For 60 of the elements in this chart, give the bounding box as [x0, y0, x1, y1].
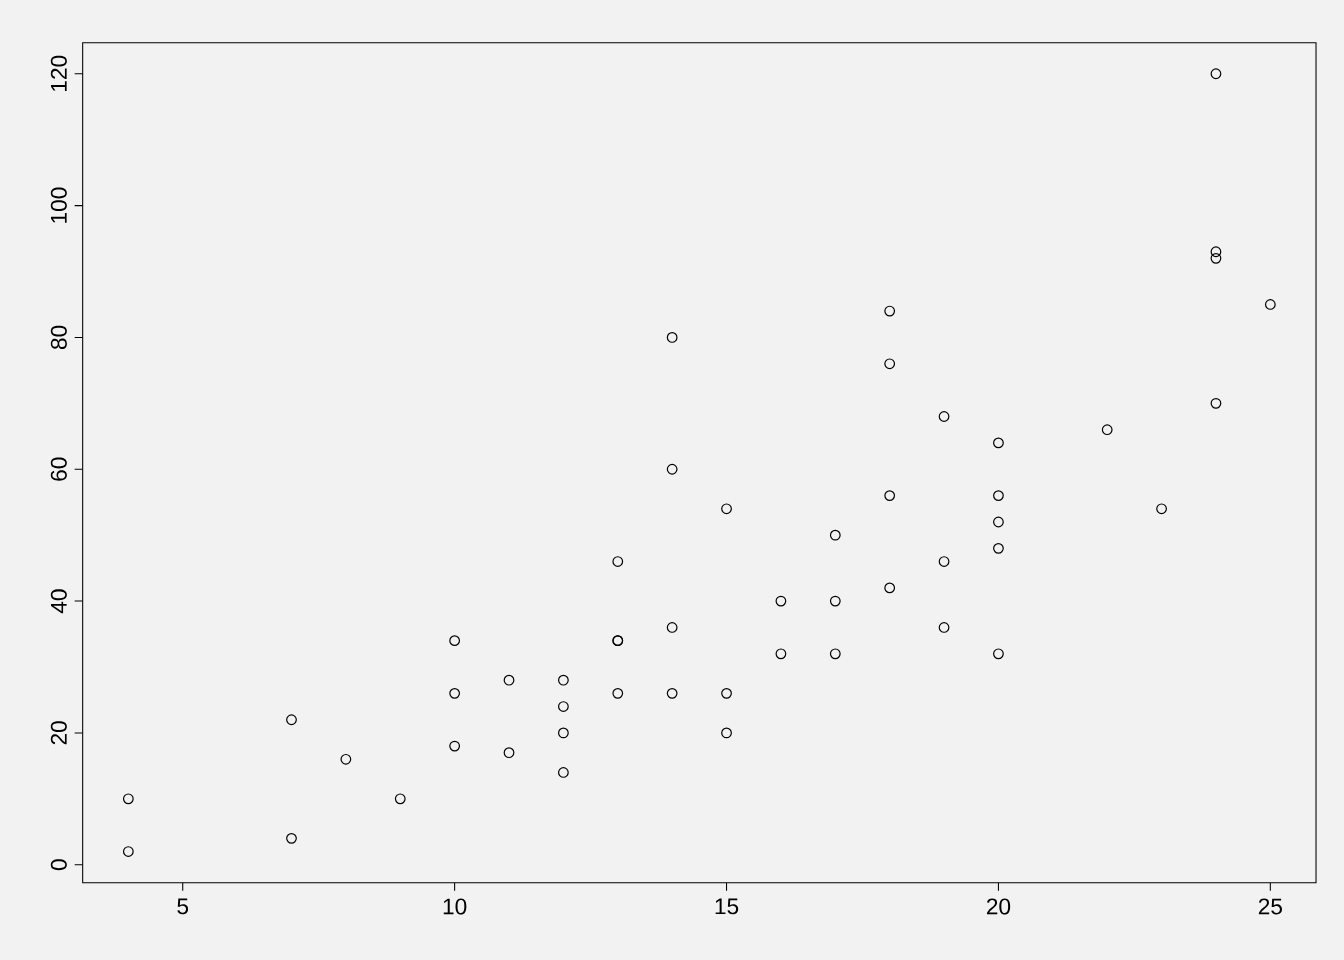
point: [938, 411, 950, 422]
point: [612, 687, 624, 699]
y-tick-label: 20: [50, 721, 67, 745]
point: [993, 542, 1004, 554]
point: [666, 687, 678, 699]
x-tick-label: 5: [177, 898, 189, 915]
y-tick-label: 60: [50, 457, 67, 481]
y-tick-label: 100: [50, 187, 67, 223]
point: [666, 463, 678, 475]
point: [1210, 397, 1222, 409]
point: [1210, 68, 1222, 80]
point: [1210, 246, 1222, 258]
point: [993, 437, 1004, 449]
point: [122, 846, 134, 857]
y-tick-label: 40: [50, 589, 67, 614]
y-tick-label: 0: [50, 859, 67, 871]
point: [938, 556, 950, 567]
point: [503, 747, 515, 759]
point: [884, 490, 896, 502]
y-tick-label: 80: [50, 325, 67, 350]
point: [394, 793, 406, 805]
point: [449, 687, 461, 699]
point: [993, 490, 1004, 502]
point: [503, 674, 515, 686]
point: [666, 622, 678, 633]
point: [286, 714, 297, 726]
point: [993, 516, 1004, 528]
point: [1264, 299, 1276, 310]
point: [884, 305, 896, 317]
point: [666, 332, 678, 343]
point: [449, 740, 461, 752]
point: [557, 767, 569, 778]
point: [993, 648, 1004, 660]
x-tick-label: 25: [1258, 898, 1282, 915]
point: [775, 595, 787, 607]
point: [612, 556, 624, 567]
point: [829, 648, 841, 660]
point: [938, 622, 950, 633]
point: [449, 635, 461, 647]
point: [775, 648, 787, 660]
x-tick-label: 10: [443, 898, 467, 915]
point: [884, 582, 896, 594]
point: [557, 701, 569, 712]
point: [1101, 424, 1113, 436]
point: [829, 529, 841, 541]
point: [829, 595, 841, 607]
x-tick-label: 15: [715, 898, 739, 915]
point: [721, 687, 732, 699]
point: [884, 358, 896, 370]
y-tick-label: 120: [50, 55, 67, 91]
point: [1210, 252, 1222, 264]
point: [557, 727, 569, 739]
point: [286, 832, 297, 844]
x-tick-label: 20: [986, 898, 1011, 915]
point: [1156, 503, 1167, 515]
point: [557, 674, 569, 686]
point: [340, 753, 352, 765]
point: [721, 503, 732, 515]
point: [122, 793, 134, 805]
point: [721, 727, 732, 739]
